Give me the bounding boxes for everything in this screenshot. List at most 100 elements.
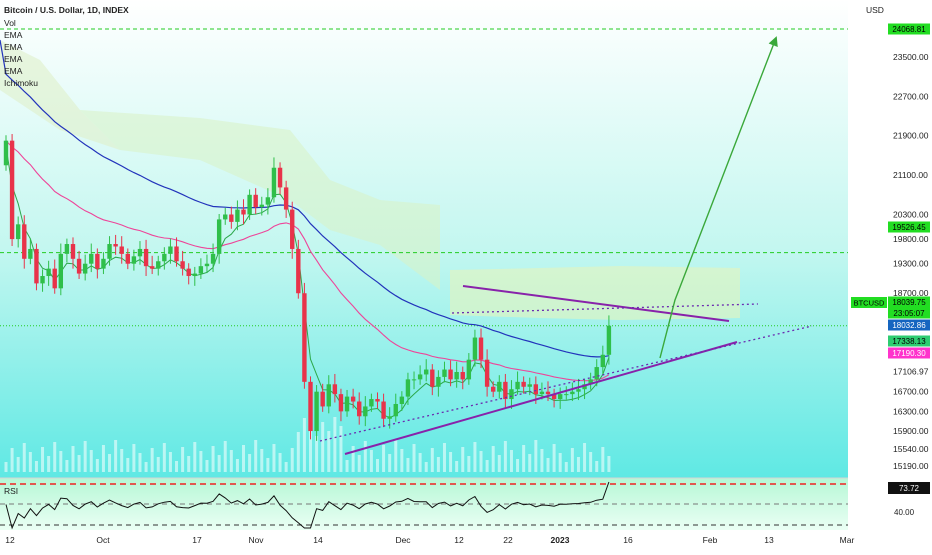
projection-arrow[interactable]: [659, 36, 778, 359]
candle-body[interactable]: [399, 396, 405, 404]
candle-body[interactable]: [436, 376, 441, 387]
candle-body[interactable]: [417, 374, 423, 380]
indicator-label-ema-3[interactable]: EMA: [4, 54, 23, 64]
candle-body[interactable]: [241, 209, 246, 215]
candle-body[interactable]: [235, 209, 240, 222]
candle-body[interactable]: [125, 253, 130, 264]
time-axis[interactable]: 12 Oct 17 Nov 14 Dec 12 22 2023 16 Feb 13 Mar: [5, 535, 854, 545]
rsi-label[interactable]: RSI: [4, 486, 18, 496]
candle-body[interactable]: [375, 399, 380, 402]
candle-body[interactable]: [82, 263, 88, 274]
candle-body[interactable]: [113, 244, 118, 247]
candle-body[interactable]: [204, 263, 210, 267]
candle-body[interactable]: [143, 248, 149, 267]
candle-body[interactable]: [223, 214, 228, 220]
candle-body[interactable]: [564, 394, 569, 396]
candle-body[interactable]: [466, 359, 472, 380]
candle-body[interactable]: [521, 381, 526, 387]
candle-body[interactable]: [162, 253, 167, 262]
candle-body[interactable]: [247, 194, 252, 215]
candle-body[interactable]: [229, 214, 234, 222]
candle-body[interactable]: [210, 253, 216, 264]
candle-body[interactable]: [570, 391, 575, 395]
candle-body[interactable]: [588, 379, 593, 385]
candle-body[interactable]: [107, 244, 112, 259]
candle-body[interactable]: [168, 246, 173, 254]
candle-body[interactable]: [533, 384, 539, 395]
candle-body[interactable]: [22, 224, 27, 259]
candle-body[interactable]: [332, 384, 338, 395]
candle-body[interactable]: [192, 273, 197, 277]
candle-body[interactable]: [424, 369, 429, 375]
candle-body[interactable]: [503, 381, 508, 400]
candle-body[interactable]: [95, 253, 100, 269]
candle-body[interactable]: [350, 396, 356, 402]
candle-body[interactable]: [156, 261, 161, 269]
indicator-label-ichimoku[interactable]: Ichimoku: [4, 78, 38, 88]
candle-body[interactable]: [582, 384, 587, 390]
indicator-label-ema-4[interactable]: EMA: [4, 66, 23, 76]
candlesticks[interactable]: [3, 134, 612, 441]
candle-body[interactable]: [186, 268, 191, 277]
resistance-trend-line[interactable]: [462, 285, 730, 322]
candle-body[interactable]: [344, 396, 350, 412]
candle-body[interactable]: [253, 194, 258, 208]
candle-body[interactable]: [198, 266, 204, 274]
candle-body[interactable]: [3, 140, 9, 166]
candle-body[interactable]: [576, 389, 581, 392]
candle-body[interactable]: [539, 391, 545, 395]
candle-body[interactable]: [28, 248, 33, 259]
candle-body[interactable]: [606, 325, 612, 355]
candle-body[interactable]: [600, 354, 606, 368]
candle-body[interactable]: [411, 379, 417, 381]
candle-body[interactable]: [277, 167, 283, 188]
candle-body[interactable]: [557, 394, 563, 400]
candle-body[interactable]: [545, 391, 551, 395]
candle-body[interactable]: [405, 379, 411, 397]
candle-body[interactable]: [484, 359, 490, 387]
candle-body[interactable]: [509, 389, 514, 400]
candle-body[interactable]: [34, 248, 39, 284]
candle-body[interactable]: [131, 256, 137, 264]
candle-body[interactable]: [46, 268, 51, 277]
candle-body[interactable]: [497, 381, 502, 392]
candle-body[interactable]: [338, 394, 344, 412]
candle-body[interactable]: [491, 386, 496, 392]
candle-body[interactable]: [314, 391, 319, 432]
candle-body[interactable]: [381, 401, 386, 419]
candle-body[interactable]: [290, 209, 295, 249]
candle-body[interactable]: [551, 394, 557, 400]
candle-body[interactable]: [40, 276, 45, 284]
candle-body[interactable]: [472, 337, 478, 360]
candle-body[interactable]: [9, 140, 15, 240]
resistance-dotted-line[interactable]: [451, 303, 759, 314]
candle-body[interactable]: [430, 369, 435, 387]
candle-body[interactable]: [387, 416, 392, 419]
candle-body[interactable]: [448, 369, 453, 380]
candle-body[interactable]: [320, 391, 325, 407]
candle-body[interactable]: [393, 403, 398, 417]
price-axis[interactable]: USD 23500.00 22700.00 21900.00 21100.00 2030…: [866, 5, 929, 471]
support-dotted-line[interactable]: [319, 325, 813, 442]
candle-body[interactable]: [478, 337, 484, 360]
candle-body[interactable]: [70, 244, 76, 259]
candle-body[interactable]: [357, 401, 362, 417]
candle-body[interactable]: [137, 248, 143, 257]
candle-body[interactable]: [76, 258, 82, 274]
candle-body[interactable]: [101, 258, 106, 269]
trend-drawings[interactable]: [319, 36, 813, 455]
candle-body[interactable]: [283, 187, 289, 210]
candle-body[interactable]: [369, 399, 374, 407]
candle-body[interactable]: [363, 406, 368, 417]
indicator-label-ema-1[interactable]: EMA: [4, 30, 23, 40]
candle-body[interactable]: [271, 167, 277, 198]
indicator-label-vol[interactable]: Vol: [4, 18, 16, 28]
candle-body[interactable]: [89, 253, 94, 264]
candle-body[interactable]: [216, 219, 222, 254]
candle-body[interactable]: [174, 246, 179, 262]
candle-body[interactable]: [149, 266, 155, 269]
candle-body[interactable]: [527, 384, 532, 387]
candle-body[interactable]: [180, 261, 185, 269]
